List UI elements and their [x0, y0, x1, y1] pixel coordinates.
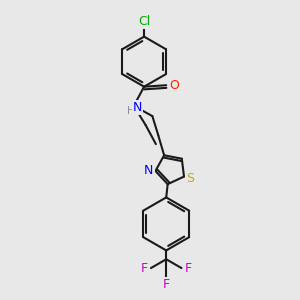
Text: H: H [127, 106, 134, 116]
Text: F: F [184, 262, 192, 275]
Text: O: O [169, 79, 179, 92]
Text: Cl: Cl [139, 14, 151, 28]
Text: S: S [187, 172, 194, 184]
Text: N: N [144, 164, 154, 177]
Text: F: F [141, 262, 148, 275]
Text: F: F [163, 278, 170, 291]
Text: N: N [133, 101, 142, 114]
